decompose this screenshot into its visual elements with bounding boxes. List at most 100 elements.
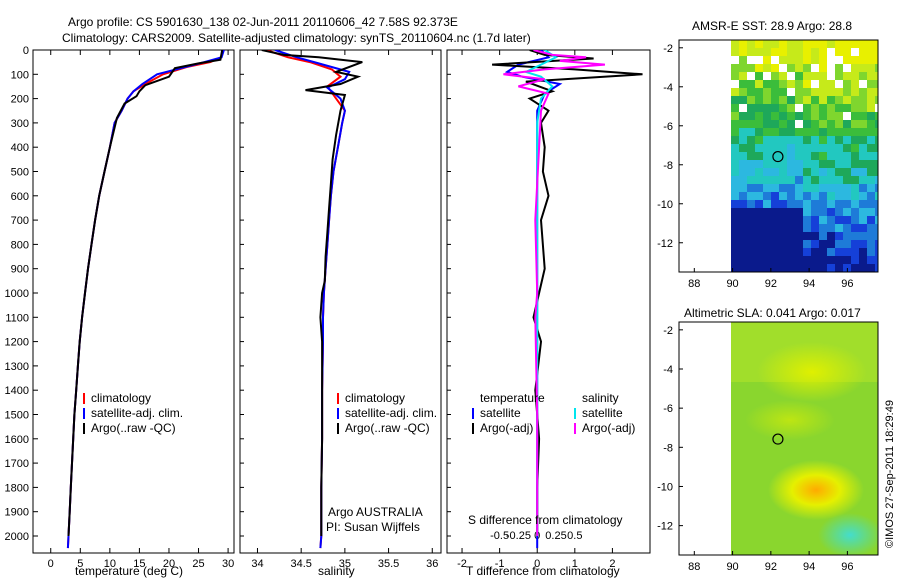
sst-cell — [851, 144, 859, 152]
sst-cell — [859, 208, 867, 216]
sst-cell — [771, 128, 779, 136]
sst-cell — [755, 144, 763, 152]
sst-cell — [875, 72, 878, 80]
sst-cell — [731, 264, 739, 272]
sst-cell — [835, 160, 843, 168]
sst-cell — [875, 112, 878, 120]
sst-cell — [843, 232, 851, 240]
sst-cell — [771, 88, 779, 96]
sst-cell — [867, 200, 875, 208]
sst-cell — [867, 240, 875, 248]
sst-cell — [875, 248, 878, 256]
sst-cell — [771, 232, 779, 240]
sst-cell — [859, 48, 867, 56]
sst-cell — [739, 96, 747, 104]
legend-label: satellite-adj. clim. — [91, 406, 183, 420]
sst-cell — [835, 176, 843, 184]
sst-cell — [843, 200, 851, 208]
depth-tick-label: 100 — [11, 69, 29, 81]
series-line — [67, 50, 224, 537]
sla-map-frame — [678, 321, 879, 556]
sst-cell — [747, 256, 755, 264]
sst-cell — [811, 264, 819, 272]
temperature-panel: 0 5 10 15 20 25 300100200300400500600700800900… — [5, 45, 235, 578]
sst-cell — [851, 152, 859, 160]
sst-cell — [827, 144, 835, 152]
sst-cell — [859, 232, 867, 240]
sst-cell — [811, 136, 819, 144]
x-tick-label: 90 — [726, 278, 738, 290]
sst-cell — [819, 128, 827, 136]
sst-cell — [755, 224, 763, 232]
sst-cell — [731, 136, 739, 144]
sst-cell — [739, 216, 747, 224]
sst-cell — [731, 144, 739, 152]
sst-cell — [779, 232, 787, 240]
sst-cell — [795, 248, 803, 256]
sst-cell — [795, 120, 803, 128]
difference-axes-frame — [446, 49, 651, 554]
sst-cell — [811, 256, 819, 264]
sst-cell — [819, 184, 827, 192]
sst-cell — [827, 168, 835, 176]
sst-cell — [859, 96, 867, 104]
sst-cell — [731, 224, 739, 232]
sst-cell — [867, 72, 875, 80]
x-tick-label: 92 — [765, 561, 777, 573]
sst-cell — [739, 56, 747, 64]
sst-cell — [819, 80, 827, 88]
sst-cell — [859, 128, 867, 136]
sst-cell — [787, 168, 795, 176]
x-tick-label: 35 — [339, 558, 351, 570]
sst-cell — [771, 152, 779, 160]
sst-cell — [771, 224, 779, 232]
sst-cell — [779, 120, 787, 128]
sst-cell — [827, 152, 835, 160]
sst-cell — [867, 120, 875, 128]
sst-cell — [763, 176, 771, 184]
depth-tick-label: 800 — [11, 239, 29, 251]
sst-cell — [763, 144, 771, 152]
sst-cell — [763, 64, 771, 72]
sst-cell — [779, 160, 787, 168]
sst-cell — [795, 192, 803, 200]
sst-cell — [819, 176, 827, 184]
depth-tick-label: 0 — [23, 45, 29, 57]
sst-cell — [731, 216, 739, 224]
sst-cell — [787, 192, 795, 200]
sst-cell — [803, 176, 811, 184]
sst-cell — [875, 48, 878, 56]
sst-cell — [859, 168, 867, 176]
y-tick-label: -6 — [663, 403, 673, 415]
sst-cell — [763, 136, 771, 144]
sst-cell — [747, 248, 755, 256]
sst-cell — [739, 48, 747, 56]
sst-cell — [867, 256, 875, 264]
sst-cell — [739, 72, 747, 80]
sst-cell — [811, 168, 819, 176]
sst-cell — [787, 112, 795, 120]
sst-cell — [747, 112, 755, 120]
x-tick-label: 15 — [133, 558, 145, 570]
sst-cell — [739, 104, 747, 112]
sst-cell — [827, 128, 835, 136]
x-tick-label: 0 — [534, 558, 540, 570]
sla-high-region — [757, 342, 867, 402]
sst-cell — [755, 64, 763, 72]
depth-tick-label: 1600 — [5, 434, 29, 446]
legend-label: satellite-adj. clim. — [345, 406, 437, 420]
sla-map-ticks: 88 90 92 94 96 -2 -4 -6 -8 -10 -12 — [657, 325, 853, 573]
sst-cell — [835, 224, 843, 232]
depth-tick-label: 1500 — [5, 409, 29, 421]
sst-cell — [827, 240, 835, 248]
sst-cell — [811, 120, 819, 128]
sst-cell — [867, 144, 875, 152]
sst-cell — [763, 184, 771, 192]
sst-cell — [747, 96, 755, 104]
sst-cell — [731, 184, 739, 192]
sst-cell — [763, 128, 771, 136]
sst-cell — [819, 112, 827, 120]
sst-cell — [811, 128, 819, 136]
sst-cell — [851, 128, 859, 136]
